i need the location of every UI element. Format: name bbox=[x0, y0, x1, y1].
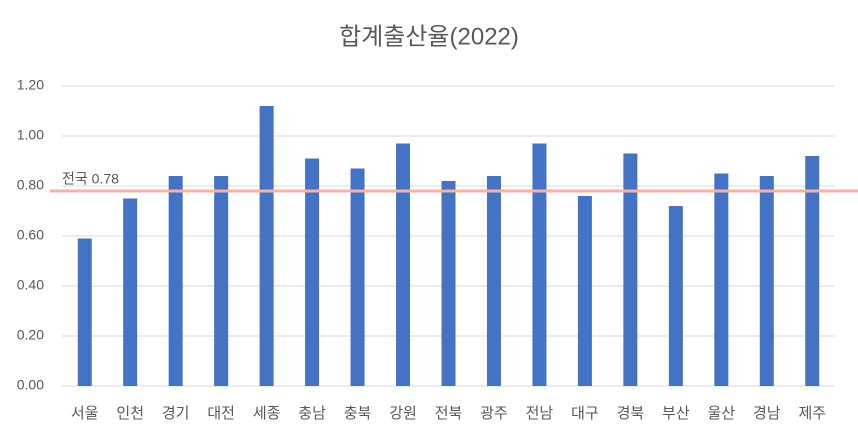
x-tick-label: 제주 bbox=[798, 405, 826, 422]
x-tick-label: 인천 bbox=[116, 405, 144, 422]
x-tick-label: 충남 bbox=[298, 405, 326, 422]
bar bbox=[259, 106, 274, 386]
x-tick-label: 대구 bbox=[571, 405, 599, 422]
x-tick-label: 전남 bbox=[526, 405, 554, 422]
bar bbox=[396, 143, 411, 386]
bar bbox=[214, 176, 229, 386]
bar bbox=[805, 156, 820, 386]
x-tick-label: 경북 bbox=[617, 405, 645, 422]
bar bbox=[623, 153, 638, 386]
x-tick-label: 강원 bbox=[389, 405, 417, 422]
x-tick-label: 세종 bbox=[253, 405, 281, 422]
bar bbox=[305, 158, 320, 386]
x-tick-label: 울산 bbox=[708, 405, 736, 422]
x-tick-label: 광주 bbox=[480, 405, 508, 422]
bar bbox=[577, 196, 592, 386]
bar bbox=[77, 238, 92, 386]
bar bbox=[668, 206, 683, 386]
x-tick-label: 경남 bbox=[753, 405, 781, 422]
bar bbox=[441, 181, 456, 386]
x-tick-label: 충북 bbox=[344, 405, 372, 422]
bar bbox=[486, 176, 501, 386]
y-tick-label: 0.80 bbox=[17, 177, 44, 193]
x-tick-label: 전북 bbox=[435, 405, 463, 422]
chart-title: 합계출산율(2022) bbox=[339, 23, 519, 50]
bar bbox=[350, 168, 365, 386]
bar bbox=[759, 176, 774, 386]
x-tick-label: 대전 bbox=[207, 405, 235, 422]
y-tick-label: 0.60 bbox=[17, 227, 44, 243]
y-tick-label: 1.20 bbox=[17, 77, 44, 93]
y-tick-label: 1.00 bbox=[17, 127, 44, 143]
y-tick-label: 0.20 bbox=[17, 327, 44, 343]
y-tick-label: 0.40 bbox=[17, 277, 44, 293]
bar bbox=[123, 198, 138, 386]
x-tick-label: 경기 bbox=[162, 405, 190, 422]
bar bbox=[168, 176, 183, 386]
y-tick-label: 0.00 bbox=[17, 377, 44, 393]
reference-label: 전국 0.78 bbox=[62, 171, 119, 187]
bar bbox=[714, 173, 729, 386]
x-tick-label: 서울 bbox=[71, 405, 99, 422]
x-tick-label: 부산 bbox=[662, 405, 690, 422]
bar bbox=[532, 143, 547, 386]
